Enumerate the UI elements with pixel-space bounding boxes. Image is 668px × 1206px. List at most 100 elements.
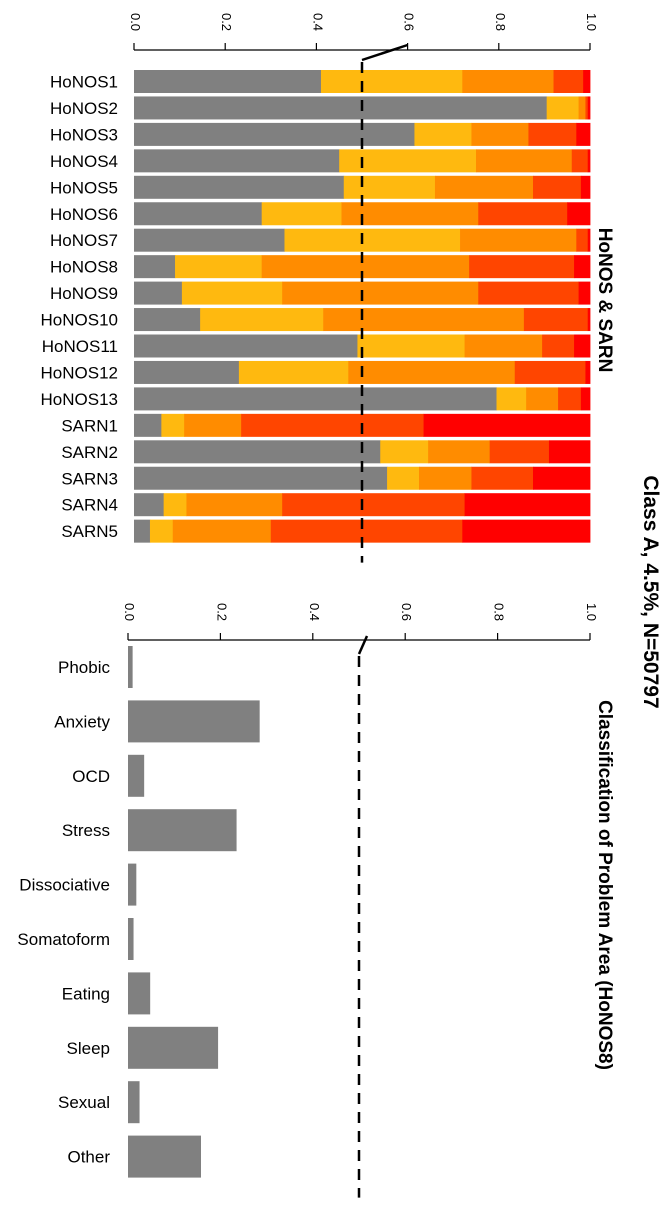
top-bar-segment	[134, 466, 388, 490]
bottom-bar	[128, 754, 145, 797]
top-bar-segment	[548, 440, 591, 464]
top-bar-segment	[478, 281, 579, 305]
top-bar-segment	[282, 493, 465, 517]
top-bar-segment	[587, 96, 591, 120]
top-bar-segment	[478, 202, 568, 226]
top-bar-segment	[134, 202, 263, 226]
top-category-label: SARN3	[61, 469, 118, 488]
top-category-label: HoNOS11	[42, 337, 118, 356]
top-category-label: HoNOS12	[41, 363, 118, 382]
top-category-label: HoNOS3	[50, 125, 118, 144]
top-category-label: SARN1	[61, 416, 118, 435]
bottom-bar	[128, 918, 134, 960]
top-bar-segment	[134, 440, 381, 464]
top-bar-segment	[471, 122, 529, 146]
top-bar-segment	[284, 228, 461, 252]
top-category-label: HoNOS4	[50, 152, 118, 171]
top-tick-label: 1.0	[584, 13, 599, 31]
top-bar-segment	[414, 122, 472, 146]
top-bar-segment	[553, 70, 584, 93]
top-bar-segment	[471, 466, 534, 490]
top-bar-segment	[574, 334, 591, 358]
top-panel: 0.0 0.2 0.4 0.6 0.8 1.0 HoNOS1 HoNOS2 HoNOS3 HoN…	[41, 13, 615, 563]
top-category-label: HoNOS5	[50, 178, 118, 197]
top-bar-segment	[134, 519, 151, 543]
top-bar-segment	[571, 149, 589, 173]
top-bar-segment	[261, 255, 470, 279]
top-bar-segment	[469, 255, 575, 279]
top-category-label: HoNOS9	[50, 284, 118, 303]
top-bar-segment	[583, 70, 591, 93]
top-bar-segment	[587, 228, 591, 252]
bottom-panel-title: Classification of Problem Area (HoNOS8)	[594, 700, 615, 1070]
top-bar-segment	[186, 493, 283, 517]
top-bar-segment	[587, 308, 591, 332]
top-bar-segment	[134, 334, 358, 358]
top-bar-segment	[323, 308, 525, 332]
top-bar-segment	[533, 175, 582, 199]
top-bar-segment	[261, 202, 342, 226]
top-bar-segment	[343, 175, 436, 199]
bottom-bar	[128, 700, 260, 743]
top-bar-segment	[134, 228, 285, 252]
top-bar-segment	[496, 387, 527, 411]
top-bar-segment	[134, 70, 322, 93]
top-bar-segment	[241, 413, 424, 437]
top-bar-segment	[489, 440, 550, 464]
bottom-tick-label: 0.6	[399, 603, 414, 621]
bottom-bar	[128, 972, 151, 1015]
top-bar-segment	[526, 387, 559, 411]
top-category-label: HoNOS13	[41, 390, 118, 409]
top-category-label: SARN5	[61, 522, 118, 541]
top-bar-segment	[587, 149, 591, 173]
top-bar-segment	[434, 175, 534, 199]
top-bar-segment	[419, 466, 472, 490]
top-category-label: HoNOS6	[50, 205, 118, 224]
bottom-category-label: Other	[67, 1148, 110, 1167]
top-bar-segment	[460, 228, 577, 252]
bottom-category-label: Somatoform	[17, 930, 110, 949]
top-bar-segment	[464, 493, 591, 517]
top-bar-segment	[134, 255, 176, 279]
bottom-category-label: Eating	[62, 984, 110, 1003]
top-bar-segment	[578, 96, 586, 120]
bottom-tick-label: 0.8	[492, 603, 507, 621]
top-bar-segment	[134, 122, 415, 146]
top-bar-segment	[339, 149, 477, 173]
top-bar-segment	[462, 70, 554, 93]
top-tick-label: 0.6	[402, 13, 417, 31]
top-category-label: HoNOS7	[50, 231, 118, 250]
top-bar-segment	[574, 255, 591, 279]
top-bar-segment	[134, 413, 162, 437]
top-bar-segment	[514, 360, 586, 384]
top-category-label: SARN2	[61, 443, 118, 462]
top-bar-segment	[134, 281, 183, 305]
bottom-bar	[128, 1135, 201, 1178]
top-bar-segment	[585, 360, 591, 384]
top-category-label: HoNOS8	[50, 258, 118, 277]
bottom-tick-label: 0.0	[122, 603, 137, 621]
top-bar-segment	[578, 281, 591, 305]
top-bar-segment	[282, 281, 479, 305]
top-bar-segment	[134, 360, 240, 384]
top-bar-segment	[580, 387, 591, 411]
bottom-panel: 0.0 0.2 0.4 0.6 0.8 1.0 Phobic Anxiety OCD Stres…	[17, 603, 615, 1198]
top-bar-segment	[134, 149, 340, 173]
bottom-category-label: Phobic	[58, 658, 110, 677]
top-bar-segment	[163, 493, 187, 517]
top-bar-segment	[175, 255, 263, 279]
top-bar-segment	[523, 308, 589, 332]
top-tick-label: 0.4	[310, 13, 325, 31]
bottom-bar	[128, 1026, 219, 1069]
top-bar-segment	[320, 70, 463, 93]
top-bar-segment	[341, 202, 479, 226]
top-tick-label: 0.2	[219, 13, 234, 31]
top-bar-segment	[357, 334, 465, 358]
top-bar-segment	[134, 175, 345, 199]
top-category-label: HoNOS2	[50, 99, 118, 118]
top-bar-segment	[134, 96, 548, 120]
bottom-tick-label: 0.4	[307, 603, 322, 621]
bottom-category-label: Sleep	[67, 1039, 110, 1058]
bottom-category-label: Anxiety	[54, 712, 110, 731]
